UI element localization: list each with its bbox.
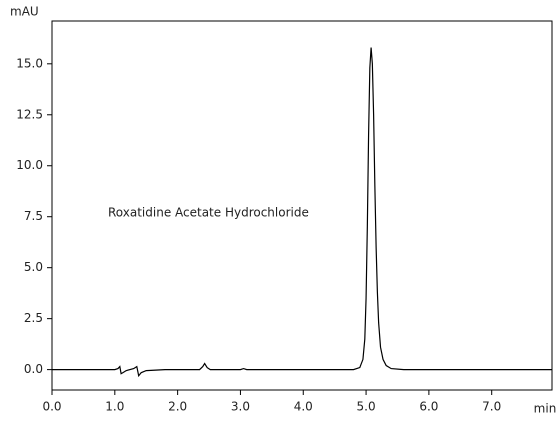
x-unit: min (534, 402, 557, 416)
y-unit: mAU (10, 5, 39, 19)
chromatogram-line (52, 47, 552, 378)
y-tick-label: 12.5 (16, 107, 43, 121)
x-tick-label: 2.0 (168, 400, 187, 414)
y-tick-label: 7.5 (24, 209, 43, 223)
y-tick-label: 0.0 (24, 362, 43, 376)
x-tick-label: 1.0 (105, 400, 124, 414)
x-tick-label: 4.0 (294, 400, 313, 414)
plot-frame (51, 20, 553, 391)
peak-annotation: Roxatidine Acetate Hydrochloride (108, 206, 309, 220)
x-tick-label: 7.0 (482, 400, 501, 414)
x-tick-label: 0.0 (42, 400, 61, 414)
y-tick-label: 2.5 (24, 311, 43, 325)
x-tick-label: 3.0 (231, 400, 250, 414)
y-tick-label: 15.0 (16, 56, 43, 70)
x-tick-label: 6.0 (419, 400, 438, 414)
y-tick-label: 5.0 (24, 260, 43, 274)
x-tick-label: 5.0 (357, 400, 376, 414)
y-tick-label: 10.0 (16, 158, 43, 172)
